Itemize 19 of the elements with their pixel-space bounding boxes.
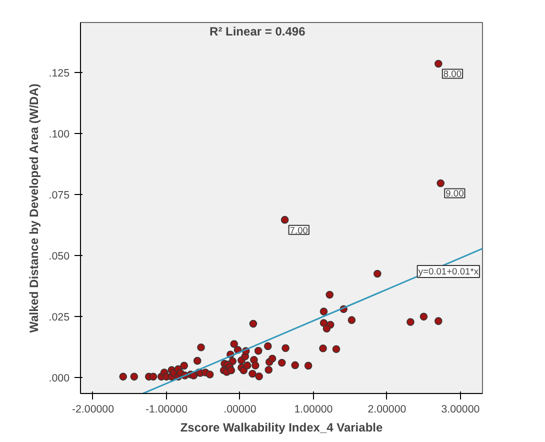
x-tick-label: 3.00000	[441, 404, 480, 416]
annotation: 7.00	[290, 225, 308, 236]
x-tick-label: 1.00000	[294, 404, 333, 416]
x-tick-label: -2.00000	[72, 404, 114, 416]
y-tick-label: .100	[48, 128, 70, 140]
annotation: 9.00	[446, 188, 464, 199]
annotation: 8.00	[443, 69, 462, 80]
chart-title: R² Linear = 0.496	[210, 24, 306, 38]
y-tick-label: .075	[48, 189, 70, 202]
y-tick-label: .000	[48, 372, 70, 384]
y-tick-label: .125	[48, 68, 70, 80]
x-tick-label: 2.00000	[368, 404, 406, 416]
x-tick-label: .00000	[224, 404, 256, 416]
y-tick-label: .025	[48, 311, 70, 324]
x-axis-title: Zscore Walkability Index_4 Variable	[180, 420, 383, 434]
y-tick-label: .050	[48, 250, 70, 262]
y-axis-title: Walked Distance by Developed Area (W/DA)	[26, 84, 41, 333]
x-tick-label: -1.00000	[145, 404, 188, 416]
annotation: y=0.01+0.01*x	[418, 266, 479, 276]
